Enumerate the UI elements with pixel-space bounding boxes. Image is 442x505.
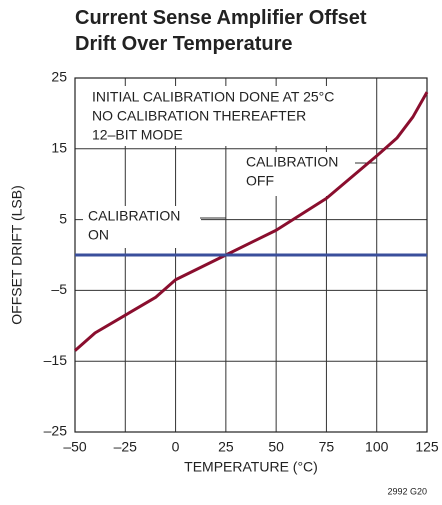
y-tick-label: 25	[51, 69, 67, 85]
annotation-box	[80, 86, 335, 146]
x-tick-label: –25	[114, 439, 138, 455]
chart-title: Drift Over Temperature	[75, 33, 292, 55]
y-tick-label: –15	[44, 352, 68, 368]
x-tick-label: 75	[319, 439, 335, 455]
x-tick-label: 0	[172, 439, 180, 455]
annotation: CALIBRATION	[246, 154, 338, 170]
annotation: OFF	[246, 173, 274, 189]
chart-title: Current Sense Amplifier Offset	[75, 7, 367, 29]
footnote: 2992 G20	[387, 486, 427, 496]
y-tick-label: –25	[44, 423, 68, 439]
annotation: ON	[88, 227, 109, 243]
y-axis-label: OFFSET DRIFT (LSB)	[9, 185, 25, 325]
x-tick-label: 100	[365, 439, 389, 455]
line	[74, 91, 429, 352]
annotation: CALIBRATION	[88, 208, 180, 224]
annotation-box	[83, 206, 201, 248]
annotation: NO CALIBRATION THEREAFTER	[92, 108, 306, 124]
x-tick-label: 25	[218, 439, 234, 455]
annotation: INITIAL CALIBRATION DONE AT 25°C	[92, 89, 334, 105]
y-tick-label: 15	[51, 140, 67, 156]
x-tick-label: –50	[63, 439, 87, 455]
y-tick-label: –5	[51, 281, 67, 297]
x-tick-label: 50	[268, 439, 284, 455]
x-axis-label: TEMPERATURE (°C)	[184, 459, 318, 475]
y-tick-label: 5	[59, 210, 67, 226]
x-tick-label: 125	[415, 439, 439, 455]
annotation: 12–BIT MODE	[92, 127, 183, 143]
